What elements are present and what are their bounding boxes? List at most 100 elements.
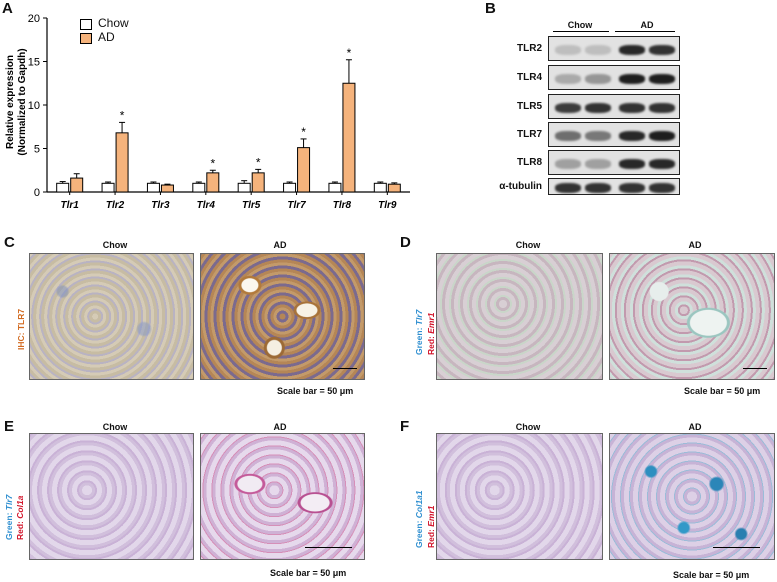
panel-c-scale-text: Scale bar = 50 μm	[277, 386, 354, 396]
panel-f-chow-label: Chow	[515, 422, 541, 432]
blot-strip	[548, 94, 680, 119]
panel-c-scale-bar	[333, 368, 357, 369]
bar-ad	[342, 82, 356, 193]
bar-ad	[251, 172, 265, 193]
x-tick-label: Tlr9	[378, 200, 397, 211]
blot-band	[619, 44, 645, 55]
panel-f-stain-label: Green: Col1a1	[414, 490, 424, 548]
blot-band	[619, 182, 645, 193]
significance-mark: *	[256, 155, 261, 169]
bar-ad	[70, 177, 84, 193]
panel-e-chow-label: Chow	[102, 422, 128, 432]
panel-e-chow-image	[29, 433, 194, 560]
significance-mark: *	[301, 125, 306, 139]
blot-col-ad-line	[615, 31, 675, 32]
blot-strip	[548, 122, 680, 147]
panel-c-ad-label: AD	[273, 240, 287, 250]
chart-root: 0 5 10 15 20 Tlr1 * Tlr2 Tlr3 * Tlr4 * Tlr5 * Tlr7 * Tlr…	[28, 13, 410, 211]
blot-band	[649, 102, 675, 113]
panel-e-ad-image	[200, 433, 365, 560]
legend-label-chow: Chow	[98, 16, 129, 30]
legend-swatch-chow	[80, 19, 92, 30]
panel-f-ad-label: AD	[688, 422, 702, 432]
panel-d-chow-image	[436, 253, 603, 380]
y-tick-label: 10	[28, 100, 40, 112]
panel-f-chow-image	[436, 433, 603, 560]
blot-band	[649, 73, 675, 84]
y-axis-label-line2: (Normalized to Gapdh)	[17, 48, 28, 155]
blot-band	[585, 44, 611, 55]
bar-chow	[56, 182, 70, 193]
panel-e-stain-label-red: Red: Col1a	[15, 495, 25, 540]
blot-band	[555, 182, 581, 193]
x-tick-label: Tlr8	[333, 200, 352, 211]
bar-ad	[160, 184, 174, 193]
panel-d-stain-label: Green: Tlr7	[414, 309, 424, 355]
bar-ad	[297, 147, 311, 193]
blot-band	[649, 130, 675, 141]
blot-col-chow-line	[553, 31, 609, 32]
blot-col-chow: Chow	[567, 20, 593, 30]
panel-label-b: B	[485, 0, 496, 17]
blot-label-tlr4: TLR4	[517, 71, 542, 83]
x-tick-label: Tlr4	[197, 200, 216, 211]
blot-label-tlr7: TLR7	[517, 128, 542, 140]
panel-c-stain-label: IHC: TLR7	[16, 308, 26, 350]
blot-band	[555, 102, 581, 113]
panel-d-chow-label: Chow	[515, 240, 541, 250]
blot-label-α-tubulin: α-tubulin	[499, 180, 542, 192]
significance-mark: *	[210, 156, 215, 170]
panel-f-stain-label-red: Red: Emr1	[426, 505, 436, 548]
x-tick-label: Tlr7	[287, 200, 306, 211]
y-tick-label: 5	[34, 144, 40, 156]
blot-band	[585, 182, 611, 193]
panel-label-d: D	[400, 234, 411, 251]
panel-d-ad-image	[609, 253, 775, 380]
blot-strip	[548, 178, 680, 195]
y-tick-label: 0	[34, 187, 40, 199]
y-tick-label: 15	[28, 57, 40, 69]
panel-d-scale-text: Scale bar = 50 μm	[684, 386, 761, 396]
panel-d-stain-label-red: Red: Emr1	[426, 312, 436, 355]
significance-mark: *	[347, 46, 352, 60]
y-axis-label-line1: Relative expression	[5, 55, 16, 149]
x-tick-label: Tlr3	[151, 200, 170, 211]
blot-band	[619, 130, 645, 141]
blot-band	[555, 73, 581, 84]
bar-chow	[328, 182, 342, 193]
panel-e-ad-label: AD	[273, 422, 287, 432]
panel-f-scale-text: Scale bar = 50 μm	[673, 570, 750, 580]
bar-chow	[192, 182, 206, 193]
blot-band	[585, 102, 611, 113]
significance-mark: *	[120, 108, 125, 122]
panel-c-chow-image	[29, 253, 194, 380]
blot-band	[555, 130, 581, 141]
x-tick-label: Tlr1	[61, 200, 80, 211]
legend-label-ad: AD	[98, 30, 115, 44]
panel-e-stain-label: Green: Tlr7	[4, 494, 14, 540]
panel-f-scale-bar	[713, 547, 760, 548]
x-tick-label: Tlr5	[242, 200, 261, 211]
blot-band	[649, 182, 675, 193]
bar-chart: 0 5 10 15 20 Tlr1 * Tlr2 Tlr3 * Tlr4 * Tlr5 * Tlr7 * Tlr…	[5, 13, 410, 211]
panel-c-ad-image	[200, 253, 365, 380]
blot-col-ad: AD	[640, 20, 654, 30]
panel-d-scale-bar	[743, 368, 767, 369]
panel-c-chow-label: Chow	[102, 240, 128, 250]
panel-label-e: E	[4, 418, 15, 435]
bar-ad	[387, 183, 401, 193]
blot-band	[649, 44, 675, 55]
panel-label-a: A	[2, 0, 13, 17]
bar-chow	[101, 182, 115, 193]
blot-strip	[548, 150, 680, 175]
panel-e-scale-bar	[305, 547, 352, 548]
blot-band	[555, 44, 581, 55]
bar-chow	[283, 182, 297, 193]
legend-swatch-ad	[80, 33, 92, 44]
blot-band	[585, 73, 611, 84]
blot-band	[619, 73, 645, 84]
blot-band	[619, 102, 645, 113]
blot-band	[555, 158, 581, 169]
blot-strip	[548, 36, 680, 61]
blot-label-tlr5: TLR5	[517, 100, 542, 112]
